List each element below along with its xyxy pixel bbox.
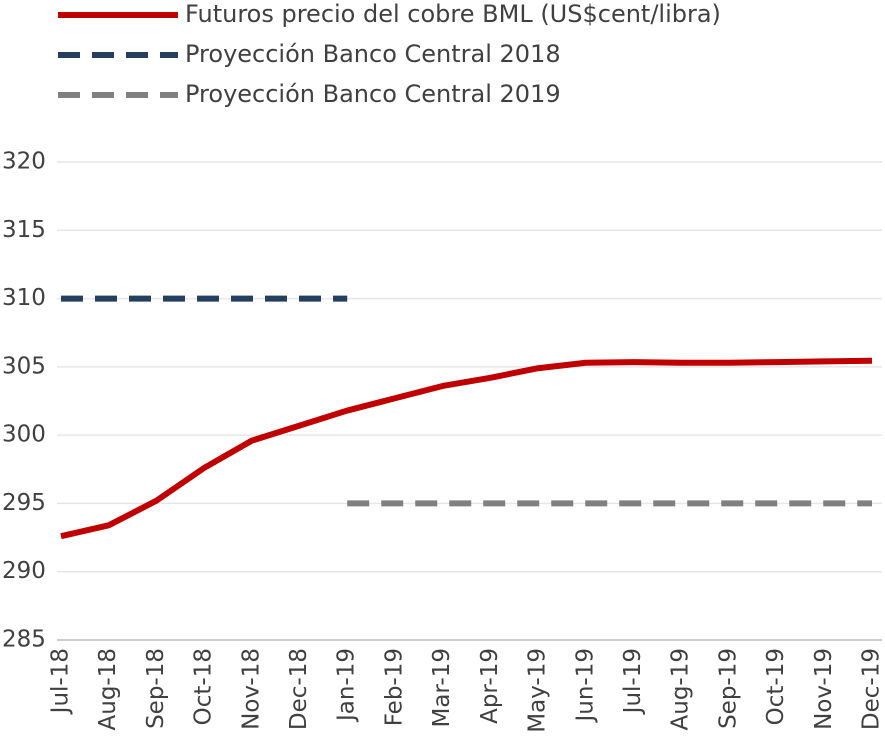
y-tick-label: 285 (2, 627, 46, 653)
x-tick-label: Apr-19 (477, 648, 503, 724)
x-tick-label: Jun-19 (572, 648, 598, 724)
y-tick-label: 310 (2, 285, 46, 311)
x-tick-label: Dec-19 (859, 648, 885, 730)
x-tick-label: Nov-18 (238, 648, 264, 730)
legend-label: Futuros precio del cobre BML (US$cent/li… (185, 0, 721, 28)
x-tick-label: Dec-18 (286, 648, 312, 730)
x-tick-label: Aug-18 (95, 648, 121, 730)
legend-label: Proyección Banco Central 2018 (185, 40, 561, 68)
x-tick-label: Sep-19 (715, 648, 741, 729)
x-tick-label: Feb-19 (381, 648, 407, 726)
y-tick-label: 300 (2, 422, 46, 448)
x-tick-label: Jul-18 (48, 648, 74, 715)
x-tick-label: Oct-18 (191, 648, 217, 725)
y-tick-label: 320 (2, 149, 46, 175)
x-tick-label: Nov-19 (811, 648, 837, 730)
y-tick-label: 290 (2, 558, 46, 584)
x-tick-label: Aug-19 (668, 648, 694, 730)
x-tick-label: Oct-19 (763, 648, 789, 725)
y-tick-label: 305 (2, 353, 46, 379)
x-tick-label: Jan-19 (334, 648, 360, 723)
series-line (60, 357, 873, 540)
x-tick-label: Jul-19 (620, 648, 646, 715)
y-tick-label: 295 (2, 490, 46, 516)
legend-label: Proyección Banco Central 2019 (185, 80, 561, 108)
y-tick-label: 315 (2, 217, 46, 243)
x-tick-label: Mar-19 (429, 648, 455, 728)
x-tick-label: Sep-18 (143, 648, 169, 729)
x-tick-label: May-19 (525, 648, 551, 733)
